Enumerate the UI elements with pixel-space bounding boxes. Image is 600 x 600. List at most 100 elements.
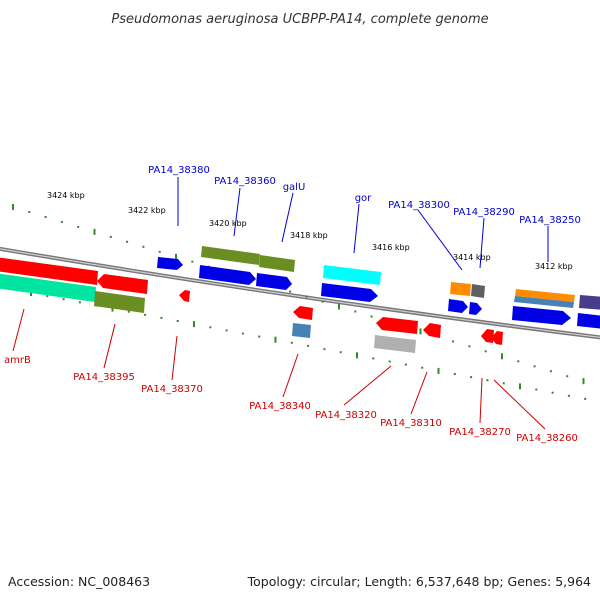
scale-tick-minor xyxy=(468,345,471,348)
scale-tick-minor xyxy=(323,348,326,351)
scale-tick-minor xyxy=(484,350,487,353)
scale-tick-minor xyxy=(46,295,49,298)
gene-label-bottom[interactable]: PA14_38310 xyxy=(380,418,442,429)
scale-tick-major xyxy=(274,336,277,343)
scale-tick-minor xyxy=(566,375,569,378)
scale-tick-major xyxy=(175,253,177,260)
gene-arrow[interactable] xyxy=(97,274,148,294)
scale-tick-minor xyxy=(109,235,112,238)
gene-label-bottom[interactable]: PA14_38395 xyxy=(73,372,135,383)
scale-tick-minor xyxy=(191,260,194,263)
scale-tick-minor xyxy=(44,216,47,218)
gene-arrow[interactable] xyxy=(471,284,485,298)
scale-tick-major xyxy=(338,303,340,310)
scale-tick-minor xyxy=(549,370,552,373)
scale-label: 3414 kbp xyxy=(453,253,491,262)
gene-arrow[interactable] xyxy=(491,331,503,345)
gene-arrow[interactable] xyxy=(94,291,145,313)
scale-tick-major xyxy=(519,383,521,390)
gene-label-top[interactable]: gor xyxy=(355,193,372,204)
gene-arrow[interactable] xyxy=(374,335,416,353)
gene-label-top[interactable]: galU xyxy=(283,182,306,193)
scale-tick-major xyxy=(12,204,14,210)
gene-arrow[interactable] xyxy=(201,246,260,265)
gene-arrow[interactable] xyxy=(579,295,600,310)
gene-arrow[interactable] xyxy=(514,296,574,308)
scale-label: 3424 kbp xyxy=(47,191,85,200)
gene-label-top[interactable]: PA14_38380 xyxy=(148,165,210,176)
gene-label-top[interactable]: PA14_38300 xyxy=(388,200,450,211)
scale-tick-minor xyxy=(567,394,570,397)
scale-tick-minor xyxy=(321,300,324,303)
scale-tick-minor xyxy=(486,379,489,382)
scale-tick-minor xyxy=(453,373,456,375)
gene-arrow[interactable] xyxy=(321,283,378,302)
gene-arrow[interactable] xyxy=(577,313,600,329)
gene-arrow[interactable] xyxy=(376,317,418,334)
scale-tick-major xyxy=(193,321,195,328)
scale-tick-minor xyxy=(470,376,473,379)
topology-text: Topology: circular; Length: 6,537,648 bp… xyxy=(247,574,591,589)
gene-label-bottom[interactable]: PA14_38340 xyxy=(249,401,311,412)
scale-tick-minor xyxy=(305,295,308,298)
gene-arrow[interactable] xyxy=(293,306,313,320)
scale-tick-minor xyxy=(28,211,31,213)
scale-tick-major xyxy=(93,228,96,235)
scale-label: 3418 kbp xyxy=(290,231,328,240)
gene-arrow[interactable] xyxy=(481,329,494,343)
scale-tick-minor xyxy=(142,245,145,248)
scale-tick-minor xyxy=(535,388,538,391)
scale-label: 3412 kbp xyxy=(535,262,573,271)
scale-tick-minor xyxy=(290,341,293,344)
gene-arrow[interactable] xyxy=(259,255,295,272)
scale-tick-minor xyxy=(533,365,536,368)
scale-tick-minor xyxy=(176,320,179,322)
gene-label-top[interactable]: PA14_38360 xyxy=(214,176,276,187)
scale-tick-major xyxy=(437,367,440,374)
scale-tick-minor xyxy=(354,310,357,313)
accession-text: Accession: NC_008463 xyxy=(8,574,150,589)
scale-tick-minor xyxy=(307,344,310,347)
scale-tick-minor xyxy=(372,357,375,360)
scale-tick-minor xyxy=(160,316,163,319)
gene-arrow[interactable] xyxy=(179,290,190,302)
scale-tick-major xyxy=(419,328,422,335)
scale-tick-minor xyxy=(78,301,81,304)
gene-arrow[interactable] xyxy=(469,302,482,315)
gene-arrow[interactable] xyxy=(423,323,441,338)
gene-label-bottom[interactable]: amrB xyxy=(4,355,31,366)
scale-tick-minor xyxy=(158,250,161,253)
gene-label-top[interactable]: PA14_38290 xyxy=(453,207,515,218)
gene-arrow[interactable] xyxy=(292,323,311,338)
genome-backbone-highlight xyxy=(0,248,600,338)
gene-label-bottom[interactable]: PA14_38260 xyxy=(516,433,578,444)
gene-arrow[interactable] xyxy=(0,257,98,285)
gene-arrow[interactable] xyxy=(256,273,292,290)
gene-label-bottom[interactable]: PA14_38320 xyxy=(315,410,377,421)
gene-arrow[interactable] xyxy=(323,265,381,285)
gene-label-bottom[interactable]: PA14_38370 xyxy=(141,384,203,395)
scale-tick-minor xyxy=(225,329,228,332)
gene-label-bottom[interactable]: PA14_38270 xyxy=(449,427,511,438)
scale-tick-minor xyxy=(258,335,261,338)
scale-tick-minor xyxy=(388,360,391,363)
scale-tick-minor xyxy=(551,391,554,394)
scale-tick-minor xyxy=(517,360,520,363)
gene-arrow[interactable] xyxy=(450,282,471,296)
scale-tick-major xyxy=(582,378,585,385)
scale-tick-minor xyxy=(502,382,505,385)
gene-arrow[interactable] xyxy=(448,299,468,313)
scale-tick-major xyxy=(501,353,503,360)
gene-label-top[interactable]: PA14_38250 xyxy=(519,215,581,226)
gene-arrow[interactable] xyxy=(199,265,256,285)
gene-arrow[interactable] xyxy=(512,306,571,325)
gene-arrow[interactable] xyxy=(515,289,575,302)
scale-label: 3416 kbp xyxy=(372,243,410,252)
gene-arrow[interactable] xyxy=(157,257,183,270)
lower-track xyxy=(30,290,587,400)
scale-tick-minor xyxy=(77,225,80,228)
reverse-genes xyxy=(0,257,503,353)
gene-arrow[interactable] xyxy=(0,273,96,302)
scale-tick-minor xyxy=(339,351,342,354)
